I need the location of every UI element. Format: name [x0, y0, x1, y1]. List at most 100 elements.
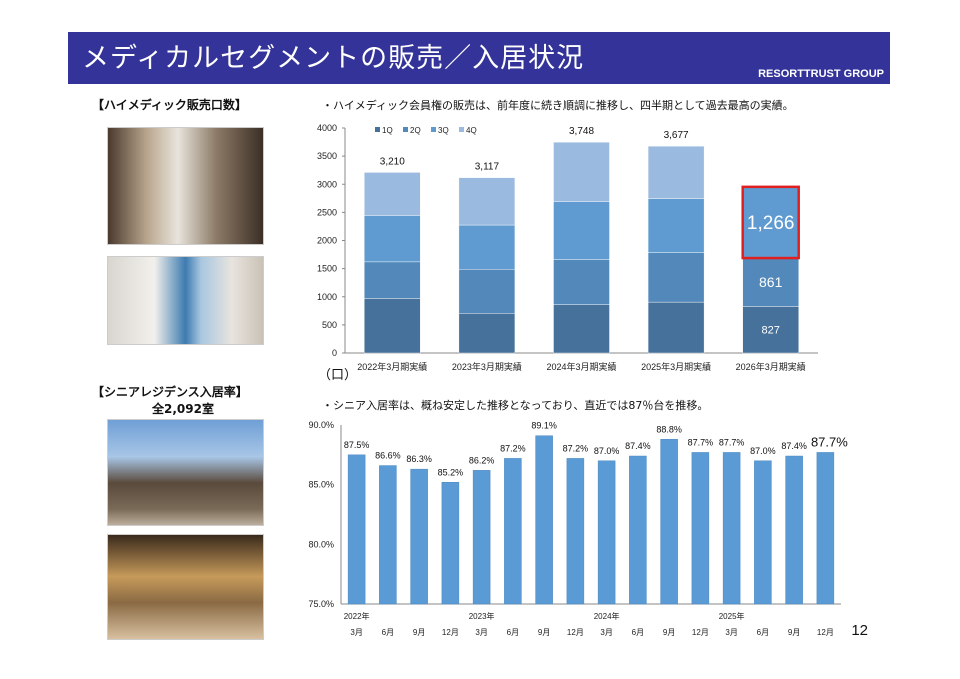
y-tick-label: 500 — [322, 320, 337, 330]
y-tick-label: 80.0% — [308, 539, 334, 549]
data-label: 1,266 — [747, 213, 795, 234]
himedic-heading: 【ハイメディック販売口数】 — [92, 98, 247, 112]
data-label: 861 — [759, 274, 783, 290]
x-tick-label: 2023年3月期実績 — [452, 361, 522, 372]
data-label: 87.2% — [500, 443, 526, 453]
bar-segment — [458, 268, 516, 314]
x-tick-label: 9月 — [788, 628, 800, 637]
data-label: 87.4% — [781, 441, 807, 451]
data-label: 87.2% — [563, 443, 589, 453]
bar-segment — [647, 301, 705, 354]
data-label: 86.3% — [406, 454, 432, 464]
data-label: 87.4% — [625, 441, 651, 451]
bar-segment — [364, 298, 421, 354]
data-label: 87.0% — [594, 446, 620, 456]
data-label: 827 — [762, 324, 780, 336]
bar-segment — [553, 259, 610, 305]
data-label: 87.7% — [688, 437, 714, 447]
occupancy-bar — [441, 482, 460, 605]
x-tick-label: 12月 — [817, 628, 834, 637]
legend-label: 4Q — [466, 126, 477, 135]
x-tick-label: 3月 — [600, 628, 612, 637]
x-tick-label: 6月 — [507, 628, 519, 637]
occupancy-chart: 75.0% 80.0% 85.0% 90.0% 87.5% 3月 2022年 86.6% 6月 8… — [308, 420, 848, 637]
himedic-sales-chart: 0 500 1000 1500 2000 2500 3000 3500 4000 1Q 2Q 3Q 4Q… — [317, 123, 818, 372]
x-tick-label: 12月 — [567, 628, 584, 637]
occupancy-bar — [597, 460, 616, 605]
data-label: 87.7% — [719, 437, 745, 447]
bar-segment — [364, 261, 421, 299]
x-tick-label: 2025年3月期実績 — [641, 361, 711, 372]
bar-segment — [458, 177, 516, 226]
legend-swatch — [375, 127, 380, 132]
clinic-photo — [107, 256, 264, 345]
data-label: 88.8% — [656, 424, 682, 434]
total-label: 3,117 — [475, 162, 500, 173]
data-label: 89.1% — [531, 421, 557, 431]
occupancy-bar — [379, 465, 397, 605]
data-label: 86.2% — [469, 455, 495, 465]
x-tick-label: 2022年3月期実績 — [357, 361, 427, 372]
y-tick-label: 0 — [332, 348, 337, 358]
year-label: 2022年 — [344, 611, 370, 621]
y-tick-label: 2500 — [317, 207, 337, 217]
occupancy-bar — [816, 452, 835, 605]
legend-label: 3Q — [438, 126, 449, 135]
x-tick-label: 2026年3月期実績 — [736, 361, 806, 372]
data-label: 86.6% — [375, 451, 401, 461]
y-tick-label: 75.0% — [308, 599, 334, 609]
occupancy-bar — [566, 458, 585, 605]
residence-exterior-photo — [107, 419, 264, 526]
bar-segment — [364, 172, 421, 216]
y-tick-label: 3500 — [317, 151, 337, 161]
x-tick-label: 3月 — [475, 628, 487, 637]
y-tick-label: 3000 — [317, 179, 337, 189]
x-tick-label: 12月 — [692, 628, 709, 637]
bar-segment — [742, 306, 799, 354]
occupancy-bar — [629, 455, 647, 605]
bar-segment — [458, 313, 516, 354]
total-label: 3,210 — [380, 156, 405, 167]
x-tick-label: 9月 — [538, 628, 550, 637]
bar-segment — [742, 186, 799, 259]
highlight-box — [741, 185, 800, 260]
unit-label: （口） — [318, 368, 358, 383]
y-tick-label: 85.0% — [308, 480, 334, 490]
total-label: 3,677 — [664, 130, 689, 141]
y-tick-label: 1000 — [317, 292, 337, 302]
occupancy-bar — [691, 452, 710, 605]
occupancy-bar — [472, 470, 491, 605]
legend-swatch — [431, 127, 436, 132]
y-tick-label: 4000 — [317, 123, 337, 133]
bar-segment — [742, 257, 799, 307]
x-tick-label: 6月 — [757, 628, 769, 637]
occupancy-bar — [722, 452, 741, 605]
x-tick-label: 6月 — [632, 628, 644, 637]
x-tick-label: 12月 — [442, 628, 459, 637]
x-tick-label: 3月 — [350, 628, 362, 637]
page-title: メディカルセグメントの販売／入居状況 — [82, 43, 585, 74]
residence-lounge-photo — [107, 534, 264, 640]
x-tick-label: 3月 — [725, 628, 737, 637]
himedic-note: ・ハイメディック会員権の販売は、前年度に続き順調に推移し、四半期として過去最高の… — [322, 99, 794, 112]
occupancy-bar — [754, 460, 772, 605]
legend-swatch — [459, 127, 464, 132]
occupancy-bar — [535, 435, 553, 605]
senior-note: ・シニア入居率は、概ね安定した推移となっており、直近では87％台を推移。 — [322, 399, 709, 412]
x-tick-label: 2024年3月期実績 — [546, 361, 616, 372]
legend-swatch — [403, 127, 408, 132]
lobby-photo — [107, 127, 264, 245]
data-label: 85.2% — [438, 467, 464, 477]
occupancy-bar — [660, 439, 678, 605]
data-label: 87.7% — [811, 434, 848, 449]
senior-heading: 【シニアレジデンス入居率】 — [92, 385, 248, 399]
legend-label: 1Q — [382, 126, 393, 135]
bar-segment — [458, 224, 516, 270]
y-tick-label: 1500 — [317, 264, 337, 274]
x-tick-label: 9月 — [413, 628, 425, 637]
year-label: 2025年 — [719, 611, 745, 621]
legend-label: 2Q — [410, 126, 421, 135]
header-bar: メディカルセグメントの販売／入居状況 RESORTTRUST GROUP — [68, 32, 890, 84]
